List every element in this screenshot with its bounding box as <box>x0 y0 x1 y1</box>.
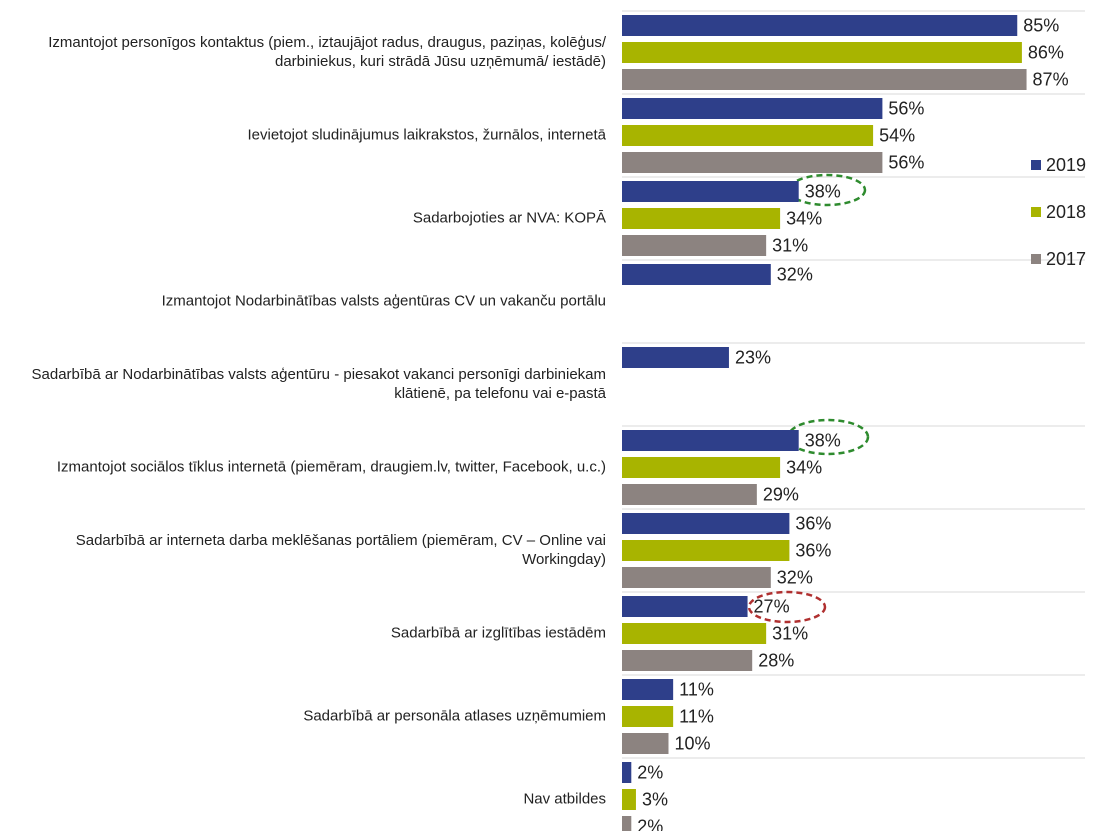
category-label: Izmantojot Nodarbinātības valsts aģentūr… <box>161 292 606 310</box>
bar <box>622 596 748 617</box>
bar <box>622 152 883 173</box>
bar <box>622 235 767 256</box>
category-label: Izmantojot personīgos kontaktus (piem., … <box>48 34 606 70</box>
bar <box>622 181 799 202</box>
bar <box>622 484 757 505</box>
bar <box>622 42 1022 63</box>
bar <box>622 15 1018 36</box>
bar <box>622 762 632 783</box>
category-label: Sadarbībā ar Nodarbinātības valsts aģent… <box>31 366 607 402</box>
value-label: 11% <box>679 706 714 726</box>
category-label: Sadarbībā ar interneta darba meklēšanas … <box>75 532 606 568</box>
bar <box>622 125 874 146</box>
legend-swatch <box>1031 160 1041 170</box>
bar <box>622 540 790 561</box>
bar <box>622 650 753 671</box>
value-label: 10% <box>675 733 711 753</box>
legend-label: 2019 <box>1046 155 1086 175</box>
value-label: 31% <box>772 623 808 643</box>
legend-label: 2017 <box>1046 249 1086 269</box>
category-label: Sadarbojoties ar NVA: KOPĀ <box>412 209 606 227</box>
value-label: 38% <box>805 181 841 201</box>
bar <box>622 264 771 285</box>
legend-swatch <box>1031 207 1041 217</box>
value-label: 2% <box>637 762 663 782</box>
category-label: Ievietojot sludinājumus laikrakstos, žur… <box>247 126 606 144</box>
category-label: Sadarbībā ar personāla atlases uzņēmumie… <box>303 707 606 725</box>
bar <box>622 706 674 727</box>
value-label: 2% <box>637 816 663 831</box>
value-label: 29% <box>763 484 799 504</box>
category-label: Nav atbildes <box>523 790 606 808</box>
bar <box>622 430 799 451</box>
value-label: 38% <box>805 430 841 450</box>
bar <box>622 567 771 588</box>
value-label: 85% <box>1023 15 1059 35</box>
bar <box>622 733 669 754</box>
bar <box>622 816 632 831</box>
value-label: 23% <box>735 347 771 367</box>
bar <box>622 98 883 119</box>
value-label: 11% <box>679 679 714 699</box>
value-label: 36% <box>795 513 831 533</box>
bar <box>622 208 781 229</box>
bar <box>622 347 729 368</box>
bar <box>622 513 790 534</box>
legend-swatch <box>1031 254 1041 264</box>
value-label: 34% <box>786 208 822 228</box>
value-label: 31% <box>772 235 808 255</box>
value-label: 32% <box>777 264 813 284</box>
bar <box>622 623 767 644</box>
bar <box>622 69 1027 90</box>
value-label: 36% <box>795 540 831 560</box>
category-label: Izmantojot sociālos tīklus internetā (pi… <box>56 458 606 476</box>
bar <box>622 457 781 478</box>
category-label: Sadarbībā ar izglītības iestādēm <box>390 624 606 642</box>
value-label: 28% <box>758 650 794 670</box>
value-label: 54% <box>879 125 915 145</box>
value-label: 56% <box>888 98 924 118</box>
value-label: 3% <box>642 789 668 809</box>
bar <box>622 679 674 700</box>
value-label: 86% <box>1028 42 1064 62</box>
value-label: 87% <box>1033 69 1069 89</box>
highlight-ellipse <box>747 590 827 624</box>
value-label: 32% <box>777 567 813 587</box>
value-label: 27% <box>754 596 790 616</box>
value-label: 34% <box>786 457 822 477</box>
bar <box>622 789 636 810</box>
highlight-ellipse <box>787 173 867 207</box>
value-label: 56% <box>888 152 924 172</box>
legend-label: 2018 <box>1046 202 1086 222</box>
